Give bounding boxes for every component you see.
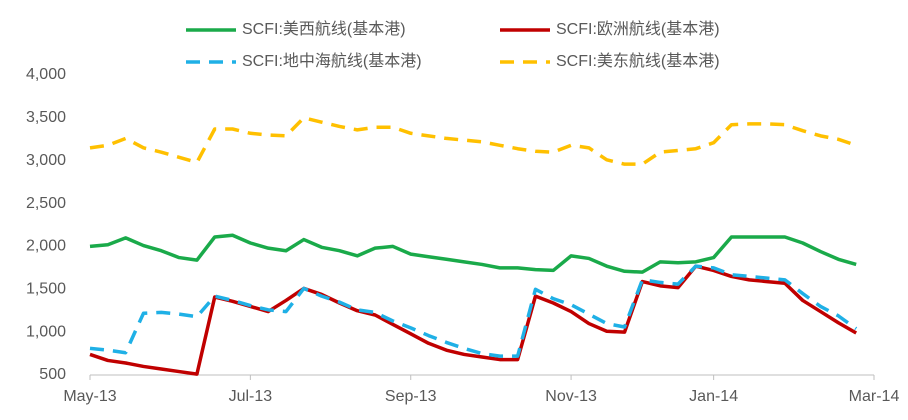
legend-label: SCFI:美西航线(基本港) xyxy=(242,20,406,38)
y-tick-label: 500 xyxy=(39,366,66,383)
legend-label: SCFI:欧洲航线(基本港) xyxy=(556,20,720,38)
x-tick-label: Mar-14 xyxy=(849,388,900,405)
y-tick-label: 1,500 xyxy=(26,281,66,298)
x-tick-label: May-13 xyxy=(63,388,116,405)
y-tick-label: 3,000 xyxy=(26,152,66,169)
series-line xyxy=(89,116,857,166)
x-tick-label: Jan-14 xyxy=(689,388,738,405)
legend-label: SCFI:美东航线(基本港) xyxy=(556,52,720,70)
series-line xyxy=(89,264,858,358)
y-tick-label: 4,000 xyxy=(26,66,66,83)
legend-label: SCFI:地中海航线(基本港) xyxy=(242,52,422,70)
y-tick-label: 3,500 xyxy=(26,109,66,126)
y-tick-label: 1,000 xyxy=(26,323,66,340)
y-tick-label: 2,000 xyxy=(26,238,66,255)
x-tick-label: Jul-13 xyxy=(229,388,273,405)
x-tick-label: Sep-13 xyxy=(385,388,437,405)
series-line xyxy=(89,264,858,376)
y-tick-label: 2,500 xyxy=(26,195,66,212)
series-line xyxy=(89,233,857,274)
x-tick-label: Nov-13 xyxy=(545,388,597,405)
